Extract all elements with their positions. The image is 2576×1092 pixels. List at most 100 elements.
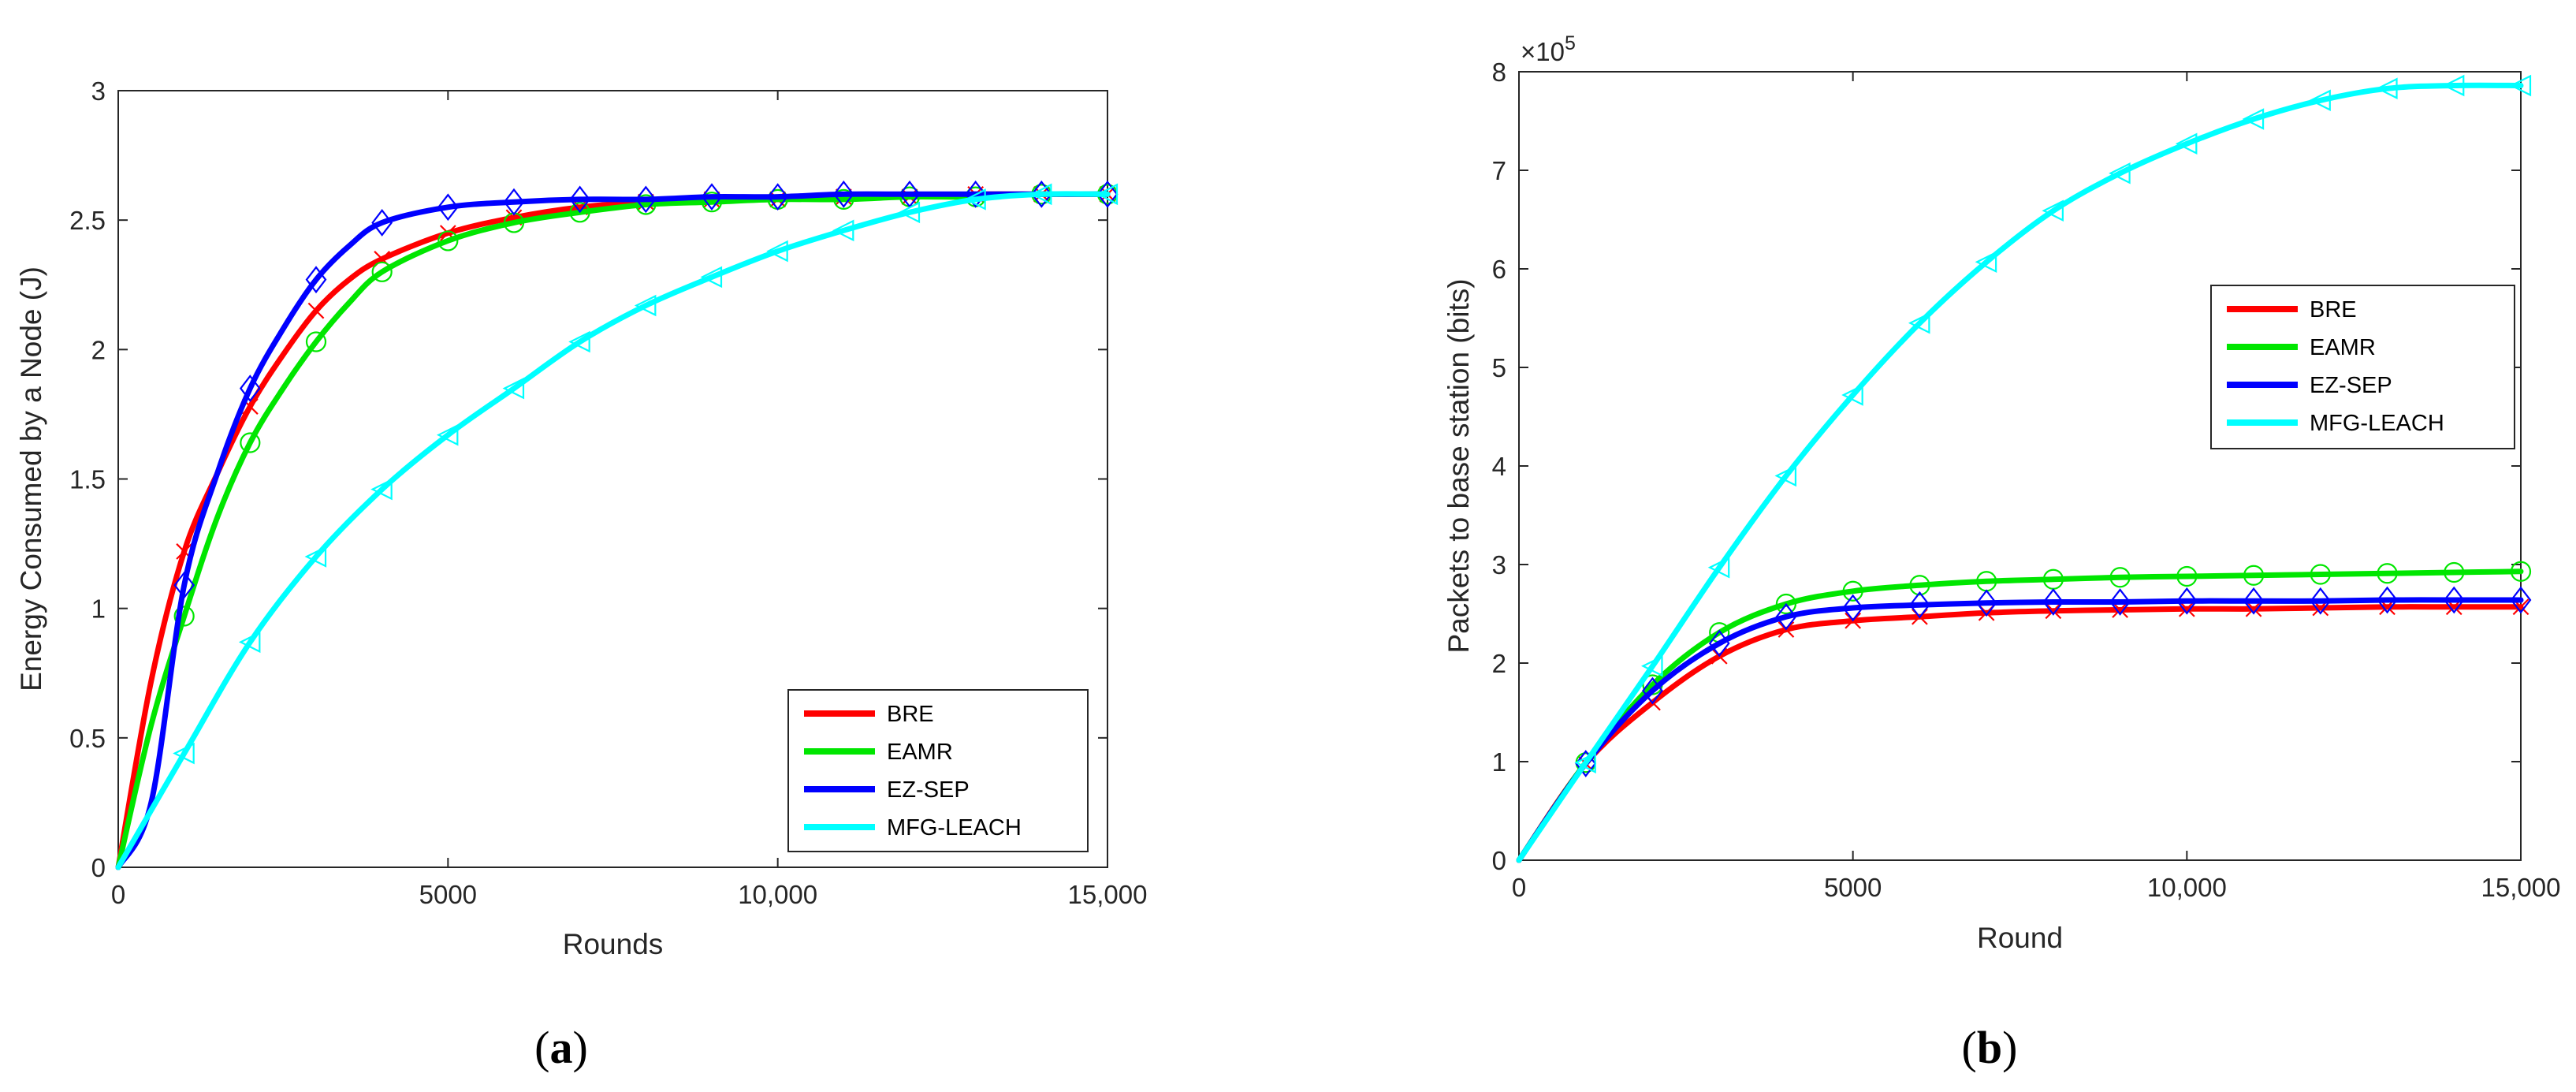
data-point-ez-sep: [1975, 589, 1997, 617]
data-point-mfg-leach: [2442, 74, 2465, 97]
data-point-mfg-leach: [832, 219, 854, 242]
x-tick-label: 10,000: [2147, 873, 2227, 902]
data-point-ez-sep: [1775, 602, 1797, 631]
data-point-mfg-leach: [436, 423, 459, 446]
y-tick-label: 3: [91, 76, 106, 106]
data-point-mfg-leach: [2109, 162, 2131, 184]
data-point-bre: [307, 302, 325, 319]
y-tick-label: 6: [1492, 255, 1506, 284]
data-point-ez-sep: [635, 185, 657, 214]
x-tick-label: 0: [111, 880, 125, 909]
x-tick-label: 5000: [419, 880, 477, 909]
data-point-eamr: [569, 202, 590, 223]
data-point-eamr: [701, 192, 723, 213]
series-line-ez-sep: [115, 191, 1111, 870]
legend: BRE EAMR EZ-SEP MFG-LEACH: [787, 689, 1089, 852]
data-point-eamr: [173, 606, 195, 627]
data-point-ez-sep: [2510, 586, 2532, 614]
data-point-eamr: [240, 432, 261, 453]
data-point-mfg-leach: [2509, 74, 2532, 97]
legend-label-bre: BRE: [887, 702, 934, 727]
data-point-ez-sep: [2443, 586, 2465, 614]
data-point-bre-stroke-2: [241, 398, 259, 415]
data-point-mfg-leach: [898, 201, 921, 224]
y-tick-label: 1: [1492, 747, 1506, 777]
caption-close: ): [2002, 1022, 2017, 1073]
data-point-bre-stroke-2: [2245, 600, 2262, 617]
legend: BRE EAMR EZ-SEP MFG-LEACH: [2210, 285, 2515, 449]
series-mfg-leach: [1516, 74, 2532, 863]
data-point-ez-sep: [2176, 587, 2198, 615]
data-point-ez-sep: [1096, 180, 1119, 208]
y-tick-label: 1.5: [69, 465, 106, 494]
data-point-mfg-leach: [1096, 183, 1119, 206]
data-point-eamr: [2310, 564, 2331, 585]
data-point-eamr: [635, 194, 657, 215]
x-tick-label: 15,000: [1068, 880, 1148, 909]
series-mfg-leach: [115, 183, 1119, 870]
data-point-eamr: [2176, 565, 2198, 587]
x-axis-label: Rounds: [563, 928, 664, 960]
y-tick-label: 4: [1492, 452, 1506, 481]
data-point-ez-sep: [371, 209, 393, 237]
y-axis-label: Packets to base station (bits): [1442, 278, 1475, 653]
data-point-ez-sep: [305, 266, 327, 294]
data-point-bre: [2045, 602, 2062, 620]
series-ez-sep: [115, 180, 1119, 870]
chart-panel-a: 0 5000 10,000 15,000 0 0.5 1 1.5 2 2.5 3 Rounds Ener…: [15, 76, 1147, 1073]
y-tick-label: 2: [1492, 649, 1506, 678]
y-axis-label: Energy Consumed by a Node (J): [15, 266, 47, 691]
data-point-eamr: [2377, 563, 2398, 584]
data-point-ez-sep: [1642, 676, 1663, 705]
x-tick-label: 15,000: [2481, 873, 2561, 902]
legend-label-bre: BRE: [2310, 297, 2357, 322]
caption-close: ): [573, 1022, 588, 1073]
data-point-ez-sep: [2377, 586, 2398, 614]
data-point-mfg-leach: [1841, 384, 1863, 406]
data-point-mfg-leach: [568, 330, 590, 353]
data-point-bre-stroke-2: [2512, 598, 2529, 616]
data-point-mfg-leach: [1975, 251, 1997, 274]
data-point-ez-sep: [437, 193, 459, 222]
data-point-ez-sep: [569, 185, 591, 214]
x-tick-label: 0: [1512, 873, 1526, 902]
data-point-ez-sep: [1708, 629, 1730, 658]
caption-open: (: [534, 1022, 549, 1073]
data-point-mfg-leach: [238, 631, 261, 654]
data-point-mfg-leach: [370, 478, 393, 501]
data-point-eamr: [1775, 593, 1797, 615]
data-point-ez-sep: [1909, 591, 1930, 619]
data-point-eamr: [2243, 565, 2265, 586]
data-point-ez-sep: [965, 180, 987, 208]
data-point-mfg-leach: [1774, 464, 1797, 487]
y-tick-label: 2.5: [69, 206, 106, 235]
panel-caption: (a): [534, 1022, 588, 1073]
y-exponent-label: ×105: [1521, 32, 1576, 66]
data-point-bre-stroke-2: [2178, 600, 2195, 617]
data-point-eamr: [371, 261, 393, 282]
data-point-ez-sep: [2310, 587, 2332, 615]
data-point-eamr: [2444, 561, 2465, 583]
data-point-ez-sep: [832, 180, 854, 208]
data-point-mfg-leach: [2242, 108, 2265, 130]
data-point-ez-sep: [173, 571, 195, 599]
legend-label-mfg-leach: MFG-LEACH: [2310, 411, 2444, 436]
y-exponent-base: ×10: [1521, 37, 1565, 66]
data-point-bre-stroke-2: [307, 302, 325, 319]
data-point-bre-stroke-2: [2112, 602, 2128, 618]
data-point-mfg-leach: [2376, 77, 2398, 100]
data-point-mfg-leach: [502, 377, 525, 400]
data-point-ez-sep: [239, 375, 261, 402]
caption-open: (: [1962, 1022, 1977, 1073]
data-point-bre: [2112, 602, 2128, 618]
data-point-bre-stroke-2: [439, 225, 456, 241]
y-exponent-power: 5: [1565, 32, 1576, 54]
chart-panel-b: 0 5000 10,000 15,000012345678×105RoundPacke…: [1442, 32, 2560, 1073]
data-point-eamr: [2510, 561, 2532, 582]
data-point-eamr: [437, 230, 459, 252]
legend-label-ez-sep: EZ-SEP: [2310, 373, 2392, 398]
y-tick-label: 2: [91, 335, 106, 364]
x-tick-label: 5000: [1824, 873, 1882, 902]
data-point-mfg-leach: [964, 188, 986, 211]
